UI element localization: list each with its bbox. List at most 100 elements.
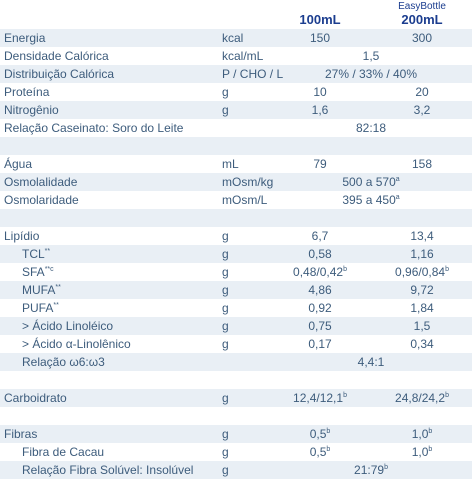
value-both-text: 500 a 570 (342, 175, 396, 189)
table-row: > Ácido α-Linolênico g 0,17 0,34 (0, 335, 472, 353)
footnote-mark: b (384, 464, 388, 471)
row-label-text: > Ácido Linoléico (22, 319, 114, 333)
footnote-mark: b (326, 428, 331, 435)
table-row: Densidade Calórica kcal/mL 1,5 (0, 47, 472, 65)
value-100ml-text: 0,58 (308, 247, 332, 261)
value-both: 21:79b (354, 461, 388, 479)
row-label: Fibra de Cacau (22, 443, 104, 461)
value-100ml: 0,5b (310, 425, 331, 443)
value-both: 82:18 (356, 119, 386, 137)
table-row: Nitrogênio g 1,6 3,2 (0, 101, 472, 119)
value-200ml: 300 (412, 29, 432, 47)
unit: g (222, 463, 229, 477)
table-row (0, 371, 472, 389)
row-label-text: MUFA (22, 283, 56, 297)
value-200ml-text: 158 (411, 157, 433, 171)
row-label-text: Densidade Calórica (4, 49, 109, 63)
row-label: Carboidrato (4, 389, 67, 407)
value-both-text: 1,5 (362, 49, 380, 63)
table-row (0, 137, 472, 155)
value-100ml: 0,75 (308, 317, 331, 335)
value-200ml: 0,96/0,84b (395, 263, 449, 281)
row-label: > Ácido Linoléico (22, 317, 113, 335)
row-label: Distribuição Calórica (4, 65, 114, 83)
value-100ml-text: 0,75 (308, 319, 332, 333)
value-both-text: 82:18 (355, 121, 387, 135)
value-100ml: 0,48/0,42b (293, 263, 347, 281)
row-label: Lipídio (4, 227, 39, 245)
value-200ml: 0,34 (410, 335, 433, 353)
table-row: Fibras g 0,5b 1,0b (0, 425, 472, 443)
value-100ml-text: 0,92 (308, 301, 332, 315)
row-label-text: PUFA (22, 301, 54, 315)
value-both: 500 a 570a (342, 173, 399, 191)
row-label: Densidade Calórica (4, 47, 109, 65)
value-200ml: 1,16 (410, 245, 433, 263)
row-label: Relação Caseinato: Soro do Leite (4, 119, 183, 137)
footnote-mark: a (395, 194, 400, 201)
row-label-text: Relação Caseinato: Soro do Leite (4, 121, 184, 135)
value-both-text: 21:79 (354, 463, 385, 477)
value-both-text: 395 a 450 (342, 193, 396, 207)
row-label: Osmolalidade (4, 173, 77, 191)
value-100ml: 1,6 (312, 101, 329, 119)
value-200ml: 1,0b (412, 443, 433, 461)
value-200ml-text: 9,72 (410, 283, 434, 297)
value-100ml-text: 0,48/0,42 (293, 265, 344, 279)
table-row: Relação Caseinato: Soro do Leite 82:18 (0, 119, 472, 137)
value-200ml-text: 20 (415, 85, 429, 99)
value-100ml-text: 1,6 (311, 103, 329, 117)
value-100ml-text: 150 (309, 31, 331, 45)
row-label-text: Relação ω6:ω3 (22, 355, 105, 369)
value-200ml-text: 300 (411, 31, 433, 45)
value-200ml-text: 1,0 (411, 427, 429, 441)
value-100ml-text: 12,4/12,1 (293, 391, 344, 405)
value-both-text: 4,4:1 (357, 355, 385, 369)
column-header: 200mL (401, 12, 443, 27)
unit: g (222, 301, 229, 315)
value-200ml: 20 (415, 83, 428, 101)
value-100ml: 0,5b (310, 443, 331, 461)
table-row: Proteína g 10 20 (0, 83, 472, 101)
table-row: Osmolaridade mOsm/L 395 a 450a (0, 191, 472, 209)
footnote-mark: b (445, 392, 449, 399)
unit: g (222, 265, 229, 279)
row-label: Proteína (4, 83, 49, 101)
table-row (0, 209, 472, 227)
row-label-text: Nitrogênio (4, 103, 59, 117)
table-row: SFA**c g 0,48/0,42b 0,96/0,84b (0, 263, 472, 281)
value-both-text: 27% / 33% / 40% (324, 67, 418, 81)
row-label-text: Osmolaridade (4, 193, 79, 207)
table-row: Distribuição Calórica P / CHO / L 27% / 33… (0, 65, 472, 83)
value-100ml-text: 4,86 (308, 283, 332, 297)
table-row: Fibra de Cacau g 0,5b 1,0b (0, 443, 472, 461)
row-label: Osmolaridade (4, 191, 79, 209)
row-label: MUFA** (22, 281, 61, 299)
row-label-text: Carboidrato (4, 391, 67, 405)
row-label: PUFA** (22, 299, 59, 317)
footnote-mark: b (343, 266, 347, 273)
table-row: Água mL 79 158 (0, 155, 472, 173)
value-100ml: 0,17 (308, 335, 331, 353)
row-label: Nitrogênio (4, 101, 59, 119)
unit: P / CHO / L (222, 67, 284, 81)
footnote-mark: a (395, 176, 400, 183)
footnote-mark: b (428, 428, 433, 435)
row-label-text: Proteína (4, 85, 50, 99)
row-label: Água (4, 155, 32, 173)
row-label: > Ácido α-Linolênico (22, 335, 131, 353)
value-both: 1,5 (363, 47, 380, 65)
footnote-mark: b (428, 446, 433, 453)
row-label: Energia (4, 29, 45, 47)
value-100ml: 150 (310, 29, 330, 47)
column-header: 100mL (299, 12, 341, 27)
value-200ml: 1,0b (412, 425, 433, 443)
column-note: EasyBottle (398, 1, 446, 12)
unit: g (222, 391, 229, 405)
row-label-text: Fibra de Cacau (22, 445, 105, 459)
footnote-mark: ** (53, 302, 59, 309)
unit: g (222, 283, 229, 297)
row-label: TCL** (22, 245, 50, 263)
row-label-text: Relação Fibra Solúvel: Insolúvel (22, 463, 194, 477)
unit: g (222, 445, 229, 459)
